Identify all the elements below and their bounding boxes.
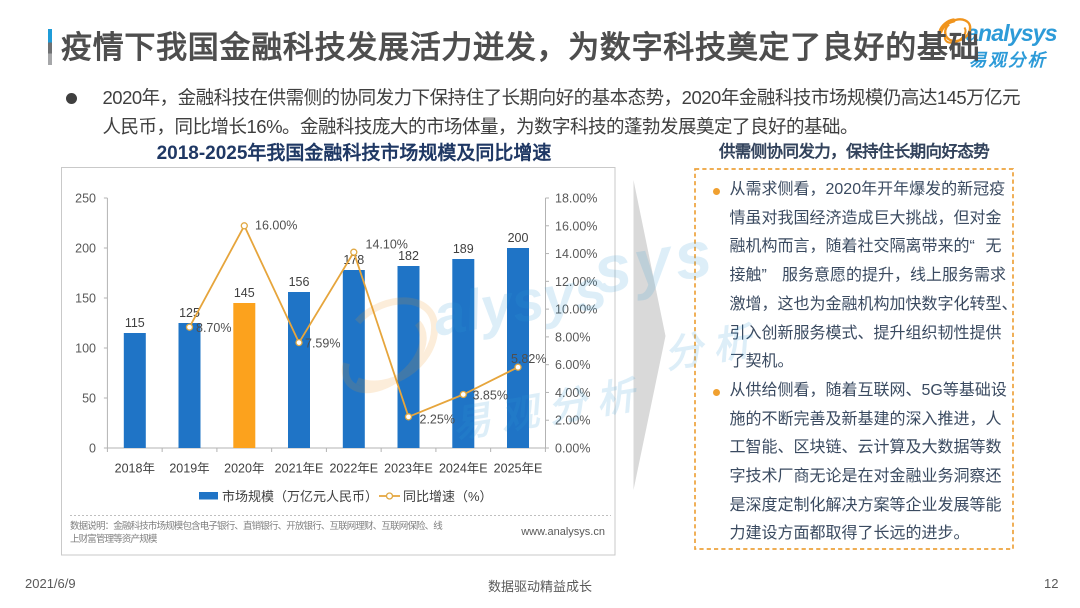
svg-text:7.59%: 7.59% <box>305 337 340 351</box>
svg-text:12.00%: 12.00% <box>555 275 597 289</box>
svg-text:200: 200 <box>508 231 529 245</box>
svg-text:数据说明：金融科技市场规模包含电子银行、直销银行、开放银行、: 数据说明：金融科技市场规模包含电子银行、直销银行、开放银行、互联网理财、互联网保… <box>70 520 443 532</box>
svg-text:2020年: 2020年 <box>224 462 264 476</box>
svg-text:115: 115 <box>125 316 145 330</box>
svg-text:0.00%: 0.00% <box>555 442 590 456</box>
svg-text:189: 189 <box>453 242 474 256</box>
svg-text:50: 50 <box>82 392 96 406</box>
svg-text:14.00%: 14.00% <box>555 247 597 261</box>
svg-text:市场规模（万亿元人民币）: 市场规模（万亿元人民币） <box>222 489 378 504</box>
svg-text:182: 182 <box>398 249 419 263</box>
svg-text:8.70%: 8.70% <box>196 321 231 335</box>
svg-text:6.00%: 6.00% <box>555 358 590 372</box>
svg-text:8.00%: 8.00% <box>555 330 590 344</box>
svg-text:18.00%: 18.00% <box>555 192 597 206</box>
svg-text:100: 100 <box>75 342 96 356</box>
svg-text:2023年E: 2023年E <box>384 462 433 476</box>
svg-text:16.00%: 16.00% <box>555 219 597 233</box>
svg-text:156: 156 <box>289 275 310 289</box>
svg-text:2022年E: 2022年E <box>329 462 378 476</box>
svg-text:200: 200 <box>75 242 96 256</box>
svg-text:150: 150 <box>75 292 96 306</box>
svg-text:2019年: 2019年 <box>169 462 209 476</box>
svg-text:上财富管理等资产规模: 上财富管理等资产规模 <box>70 533 158 545</box>
svg-text:2021年E: 2021年E <box>275 462 324 476</box>
svg-text:16.00%: 16.00% <box>255 219 297 233</box>
svg-text:0: 0 <box>89 442 96 456</box>
svg-text:2024年E: 2024年E <box>439 462 488 476</box>
svg-text:178: 178 <box>343 253 364 267</box>
svg-text:3.85%: 3.85% <box>473 389 508 403</box>
svg-text:2025年E: 2025年E <box>494 462 543 476</box>
svg-text:10.00%: 10.00% <box>555 303 597 317</box>
svg-text:14.10%: 14.10% <box>366 238 408 252</box>
svg-text:145: 145 <box>234 286 255 300</box>
svg-text:2018年: 2018年 <box>115 462 155 476</box>
svg-text:analysys: analysys <box>966 20 1057 46</box>
svg-text:5.82%: 5.82% <box>511 352 546 366</box>
svg-text:www.analysys.cn: www.analysys.cn <box>520 526 605 538</box>
svg-text:250: 250 <box>75 192 96 206</box>
svg-text:4.00%: 4.00% <box>555 386 590 400</box>
svg-text:易观分析: 易观分析 <box>969 50 1047 70</box>
svg-text:2.25%: 2.25% <box>420 413 455 427</box>
svg-text:同比增速（%）: 同比增速（%） <box>403 489 493 504</box>
svg-text:2.00%: 2.00% <box>555 414 590 428</box>
